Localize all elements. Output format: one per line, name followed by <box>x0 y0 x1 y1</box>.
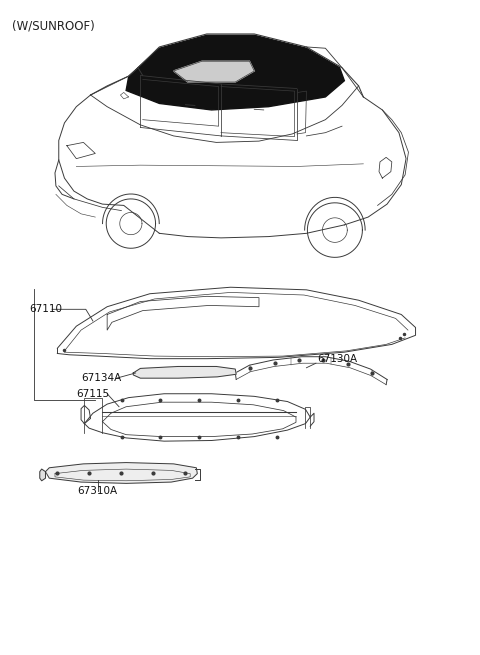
Text: 67130A: 67130A <box>317 354 357 364</box>
Polygon shape <box>40 469 46 481</box>
Polygon shape <box>46 462 197 483</box>
Polygon shape <box>126 35 344 110</box>
Text: (W/SUNROOF): (W/SUNROOF) <box>12 19 95 32</box>
Polygon shape <box>120 92 129 99</box>
Text: 67110: 67110 <box>29 305 62 314</box>
Text: 67134A: 67134A <box>81 373 121 383</box>
Polygon shape <box>174 61 254 82</box>
Text: 67310A: 67310A <box>78 486 118 496</box>
Polygon shape <box>133 366 236 378</box>
Text: 67115: 67115 <box>76 389 109 399</box>
